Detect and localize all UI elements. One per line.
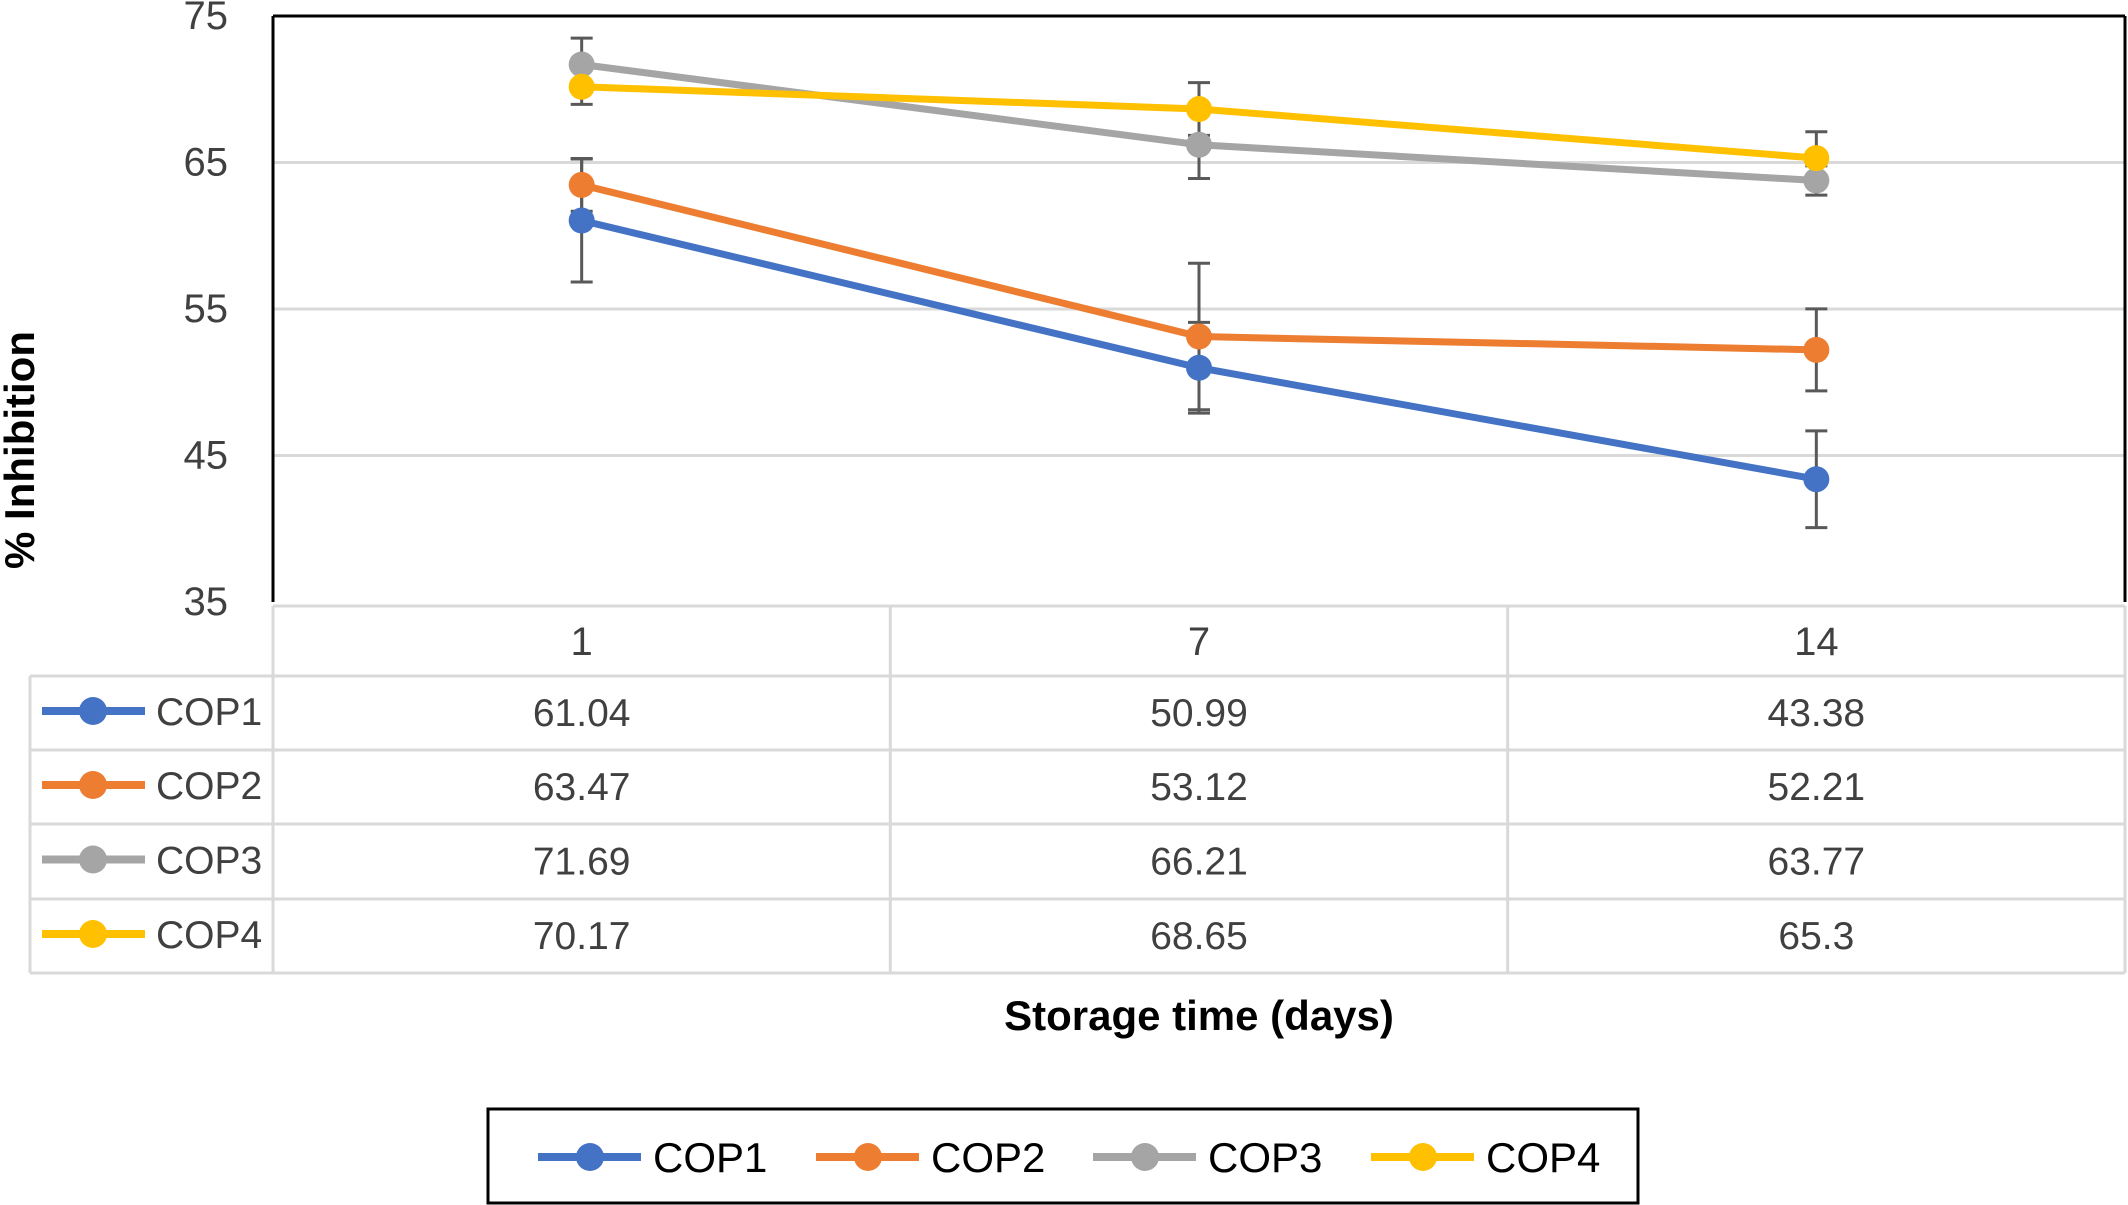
y-tick-labels: 35 45 55 65 75 [184, 0, 229, 624]
data-point-cop1 [1803, 466, 1830, 493]
table-legend-key-marker [79, 920, 107, 948]
y-axis-title: % Inhibition [0, 331, 43, 569]
x-tick-label: 7 [1188, 620, 1210, 664]
data-point-cop2 [1803, 336, 1830, 363]
data-label: 61.04 [533, 692, 631, 735]
data-label: 50.99 [1150, 692, 1248, 735]
legend: COP1 COP2 COP3 COP4 [486, 1107, 1640, 1205]
table-legend-key-marker [79, 845, 107, 874]
data-point-cop2 [568, 171, 595, 198]
table-series-name: COP2 [156, 765, 262, 808]
table-series-name: COP1 [156, 691, 262, 734]
data-table: 1 7 14 COP1 61.04 50.99 43.38 COP2 63.47 53.12 52.… [28, 604, 2127, 975]
legend-label: COP1 [653, 1134, 767, 1181]
y-tick-label: 35 [184, 580, 229, 624]
data-point-cop4 [568, 73, 595, 100]
data-label: 71.69 [533, 841, 631, 884]
data-point-cop1 [568, 207, 595, 234]
data-label: 63.77 [1768, 841, 1866, 884]
legend-key-marker [1409, 1143, 1437, 1171]
table-legend-key-marker [79, 771, 107, 799]
legend-label: COP3 [1208, 1134, 1322, 1181]
y-tick-label: 45 [184, 434, 229, 478]
x-tick-label: 1 [571, 620, 593, 664]
data-label: 66.21 [1150, 841, 1248, 884]
data-point-cop3 [1803, 167, 1830, 194]
data-label: 63.47 [533, 766, 631, 809]
data-point-cop4 [1803, 145, 1830, 172]
data-point-cop4 [1186, 96, 1212, 123]
data-label: 68.65 [1150, 915, 1248, 958]
data-label: 53.12 [1150, 766, 1248, 809]
data-label: 52.21 [1768, 766, 1866, 809]
y-tick-label: 75 [184, 0, 229, 38]
data-point-cop3 [568, 51, 595, 78]
legend-key-marker [854, 1143, 882, 1171]
legend-key-marker [576, 1143, 604, 1171]
table-legend-key-marker [79, 697, 107, 725]
data-point-cop1 [1186, 354, 1212, 381]
y-tick-label: 65 [184, 141, 229, 185]
series-points [568, 51, 1830, 493]
legend-label: COP4 [1486, 1134, 1600, 1181]
table-series-name: COP4 [156, 914, 262, 957]
data-point-cop2 [1186, 323, 1212, 350]
legend-label: COP2 [931, 1134, 1045, 1181]
data-point-cop3 [1186, 131, 1212, 158]
y-tick-label: 55 [184, 287, 229, 331]
table-series-name: COP3 [156, 840, 262, 883]
legend-key-marker [1131, 1143, 1159, 1171]
x-axis-title: Storage time (days) [1004, 992, 1394, 1039]
data-label: 70.17 [533, 915, 631, 958]
data-label: 43.38 [1768, 692, 1866, 735]
x-tick-label: 14 [1794, 620, 1839, 664]
data-label: 65.3 [1778, 915, 1854, 958]
